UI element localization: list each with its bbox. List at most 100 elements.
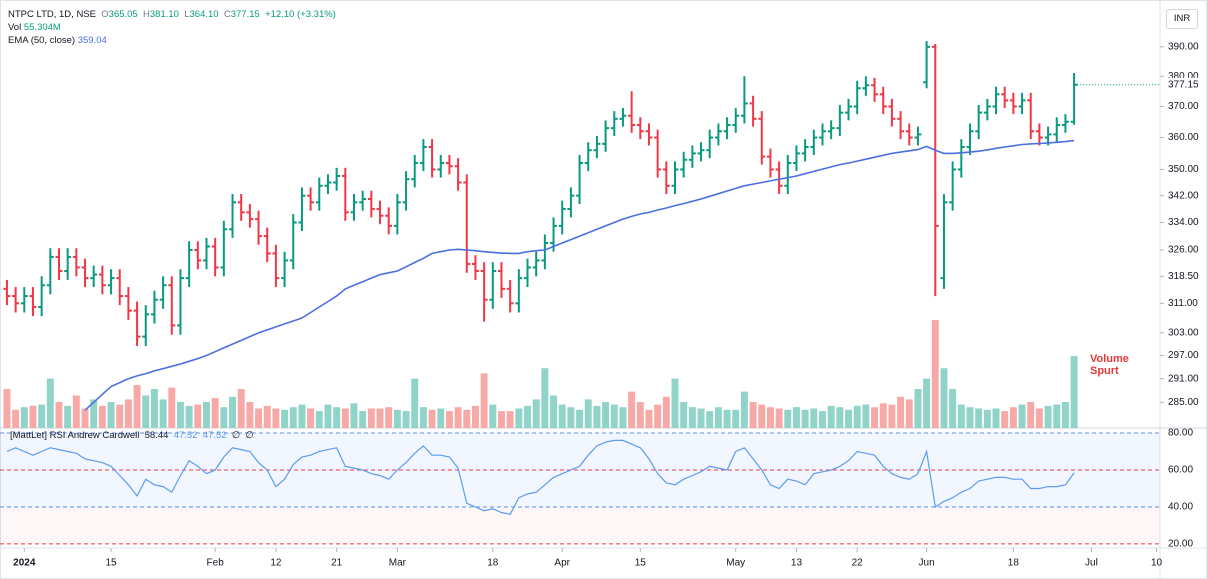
volume-bar xyxy=(428,409,436,428)
price-pane xyxy=(3,41,1160,428)
y-tick-label: 326.00 xyxy=(1168,245,1199,256)
volume-bar xyxy=(263,405,271,428)
volume-bar xyxy=(897,396,905,428)
volume-bar xyxy=(680,402,688,428)
volume-bar xyxy=(506,411,514,428)
volume-bar xyxy=(142,395,150,428)
y-tick-label: 380.00 xyxy=(1168,71,1199,82)
volume-bar xyxy=(333,407,341,428)
rsi-legend: [MattLet] RSI Andrew Cardwell 58.44 47.5… xyxy=(10,430,254,441)
change: +12.10 (+3.31%) xyxy=(265,9,336,20)
volume-bar xyxy=(203,402,210,428)
volume-bar xyxy=(46,378,54,428)
volume-bar xyxy=(706,411,714,428)
annotation-line: Volume xyxy=(1090,353,1129,365)
ohlc-label: L xyxy=(184,9,190,20)
legend: NTPC LTD, 1D, NSE O365.05 H381.10 L364.1… xyxy=(8,8,336,47)
volume-bar xyxy=(697,408,705,428)
volume-bar xyxy=(150,389,158,428)
volume-bar xyxy=(836,407,844,428)
volume-bar xyxy=(324,404,332,428)
volume-bar xyxy=(29,405,37,428)
x-tick-label: 22 xyxy=(852,558,864,569)
volume-bar xyxy=(1001,411,1009,428)
volume-bar xyxy=(90,399,98,428)
volume-bar xyxy=(72,395,80,428)
volume-bar xyxy=(723,409,731,428)
ohlc-label: H xyxy=(143,9,150,20)
volume-bar xyxy=(1044,405,1052,428)
volume-bar xyxy=(871,407,879,428)
ema-value: 359.04 xyxy=(77,35,107,46)
rsi-tick-label: 80.00 xyxy=(1168,428,1193,439)
rsi-low-band xyxy=(0,506,1160,544)
y-tick-label: 297.00 xyxy=(1168,350,1199,361)
volume-bar xyxy=(966,407,974,428)
volume-bar xyxy=(289,407,297,428)
volume-bar xyxy=(879,403,887,428)
volume-bar xyxy=(1070,356,1078,428)
y-tick-label: 318.50 xyxy=(1168,271,1199,282)
volume-bar xyxy=(350,403,358,428)
volume-bar xyxy=(12,409,20,428)
volume-bar xyxy=(20,407,28,428)
volume-bar xyxy=(636,402,644,428)
ohlc-value: 364.10 xyxy=(189,9,219,20)
volume-bar xyxy=(385,407,393,428)
volume-bar xyxy=(550,395,558,428)
rsi-tick-label: 20.00 xyxy=(1168,539,1193,550)
volume-bar xyxy=(515,408,523,428)
volume-bar xyxy=(593,405,601,428)
volume-bar xyxy=(272,408,280,428)
y-tick-label: 342.00 xyxy=(1168,190,1199,201)
volume-bar xyxy=(411,378,419,428)
x-tick-label: Jul xyxy=(1085,558,1098,569)
x-tick-label: 2024 xyxy=(13,558,36,569)
volume-bar xyxy=(931,320,939,428)
volume-bar xyxy=(645,409,653,428)
x-tick-label: May xyxy=(726,558,745,569)
volume-value: 55.304M xyxy=(23,22,61,33)
volume-bar xyxy=(792,407,800,428)
volume-bar xyxy=(281,409,289,428)
volume-bar xyxy=(229,396,236,428)
x-tick-label: 12 xyxy=(270,558,282,569)
rsi-value: ∅ xyxy=(245,430,254,441)
volume-bar xyxy=(367,408,375,428)
rsi-band xyxy=(0,432,1160,507)
volume-bar xyxy=(810,408,818,428)
volume-bar xyxy=(576,409,584,428)
volume-bar xyxy=(688,407,696,428)
volume-bar xyxy=(532,399,540,428)
ohlc-value: 365.05 xyxy=(108,9,138,20)
volume-bar xyxy=(923,378,931,428)
volume-bar xyxy=(480,373,488,428)
y-tick-label: 370.00 xyxy=(1168,101,1199,112)
annotation: Volume Spurt xyxy=(1090,353,1129,377)
ohlc-label: O xyxy=(101,9,109,20)
y-tick-label: 303.00 xyxy=(1168,328,1199,339)
volume-bar xyxy=(758,404,766,428)
volume-bar xyxy=(64,405,72,428)
symbol: NTPC LTD, 1D, NSE xyxy=(8,9,96,20)
volume-bar xyxy=(159,399,167,428)
currency-button[interactable]: INR xyxy=(1166,9,1198,29)
volume-bar xyxy=(662,396,670,428)
volume-bar xyxy=(116,404,124,428)
volume-bar xyxy=(975,408,983,428)
ema-name: EMA (50, close) xyxy=(8,35,76,46)
volume-bar xyxy=(740,391,748,428)
rsi-line xyxy=(6,439,1075,515)
y-tick-label: 334.00 xyxy=(1168,217,1199,228)
volume-bar xyxy=(359,411,367,428)
volume-bar xyxy=(992,408,1000,428)
volume-bar xyxy=(176,402,184,428)
volume-bar xyxy=(315,411,323,428)
volume-bar xyxy=(957,404,965,428)
legend-ema: EMA (50, close) 359.04 xyxy=(8,34,336,47)
last-price-box xyxy=(1161,77,1201,92)
volume-bar xyxy=(298,404,306,428)
annotation-line: Spurt xyxy=(1090,365,1119,377)
ohlc-label: C xyxy=(223,9,231,20)
